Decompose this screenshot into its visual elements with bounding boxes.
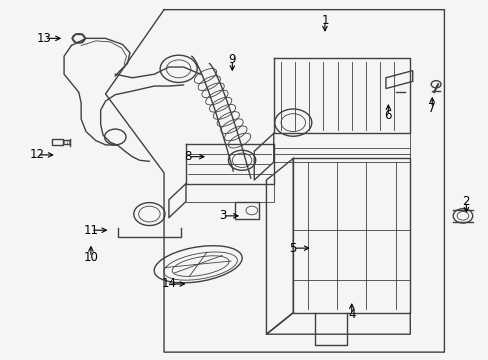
Text: 2: 2 (462, 195, 469, 208)
Text: 1: 1 (321, 14, 328, 27)
Text: 7: 7 (427, 102, 435, 115)
Text: 10: 10 (83, 251, 98, 264)
Text: 5: 5 (289, 242, 296, 255)
Text: 11: 11 (83, 224, 98, 237)
Text: 13: 13 (37, 32, 52, 45)
Text: 4: 4 (347, 308, 355, 321)
Text: 8: 8 (184, 150, 192, 163)
Text: 6: 6 (384, 109, 391, 122)
Text: 9: 9 (228, 53, 236, 66)
Text: 3: 3 (219, 210, 226, 222)
Text: 12: 12 (30, 148, 45, 161)
Text: 14: 14 (161, 278, 176, 291)
